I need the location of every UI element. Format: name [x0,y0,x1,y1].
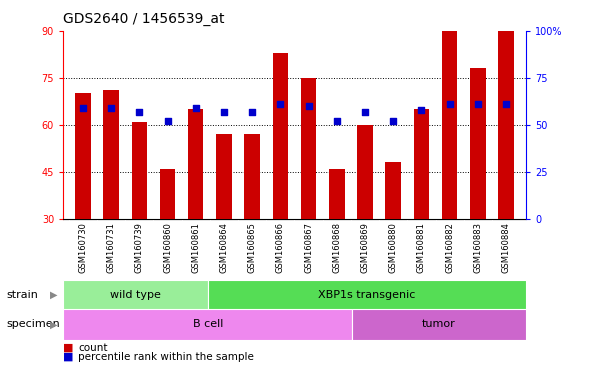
Bar [160,169,175,219]
Text: percentile rank within the sample: percentile rank within the sample [78,352,254,362]
Text: specimen: specimen [6,319,59,329]
Text: count: count [78,343,108,353]
Bar [208,280,526,309]
Bar [63,280,208,309]
Text: GSM160880: GSM160880 [389,222,398,273]
Bar [413,109,429,219]
Bar [132,122,147,219]
Bar [75,93,91,219]
Text: GSM160883: GSM160883 [474,222,483,273]
Text: ■: ■ [63,343,73,353]
Bar [470,68,486,219]
Text: XBP1s transgenic: XBP1s transgenic [318,290,415,300]
Text: B cell: B cell [192,319,223,329]
Text: strain: strain [6,290,38,300]
Point [473,101,483,107]
Point [445,101,454,107]
Point [360,109,370,115]
Point [501,101,511,107]
Text: GSM160865: GSM160865 [248,222,257,273]
Point [135,109,144,115]
Text: ■: ■ [63,352,73,362]
Bar [498,28,514,219]
Bar [63,309,352,340]
Bar [329,169,344,219]
Text: GSM160882: GSM160882 [445,222,454,273]
Text: GSM160731: GSM160731 [106,222,115,273]
Text: GSM160739: GSM160739 [135,222,144,273]
Point [219,109,229,115]
Text: GSM160861: GSM160861 [191,222,200,273]
Text: GSM160730: GSM160730 [78,222,87,273]
Text: GSM160868: GSM160868 [332,222,341,273]
Bar [385,162,401,219]
Point [106,105,116,111]
Text: GSM160884: GSM160884 [502,222,511,273]
Bar [103,90,119,219]
Bar [273,53,288,219]
Point [248,109,257,115]
Bar [357,125,373,219]
Bar [188,109,204,219]
Point [163,118,172,124]
Bar [352,309,526,340]
Text: GSM160866: GSM160866 [276,222,285,273]
Bar [245,134,260,219]
Point [332,118,341,124]
Bar [442,31,457,219]
Text: GSM160860: GSM160860 [163,222,172,273]
Text: GSM160864: GSM160864 [219,222,228,273]
Point [191,105,201,111]
Point [304,103,313,109]
Text: ▶: ▶ [50,319,58,329]
Bar [216,134,232,219]
Point [276,101,285,107]
Text: ▶: ▶ [50,290,58,300]
Text: GDS2640 / 1456539_at: GDS2640 / 1456539_at [63,12,225,25]
Point [78,105,88,111]
Bar [301,78,316,219]
Point [388,118,398,124]
Point [416,107,426,113]
Text: GSM160869: GSM160869 [361,222,370,273]
Text: GSM160867: GSM160867 [304,222,313,273]
Text: GSM160881: GSM160881 [417,222,426,273]
Text: wild type: wild type [110,290,161,300]
Text: tumor: tumor [423,319,456,329]
